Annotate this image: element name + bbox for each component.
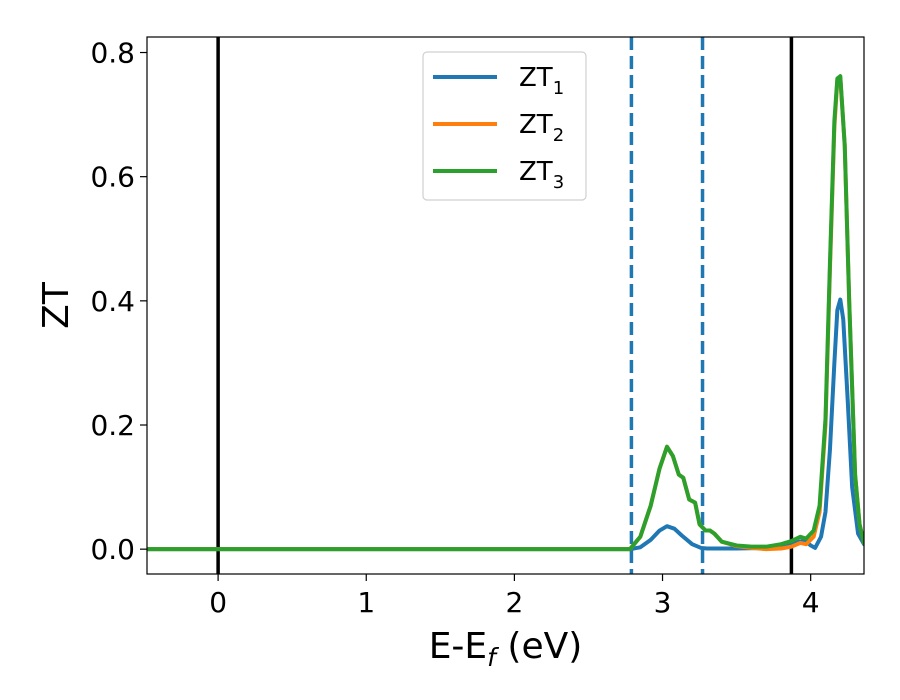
y-tick-label: 0.8 <box>90 37 135 70</box>
x-tick-label: 4 <box>802 586 820 619</box>
y-tick-label: 0.6 <box>90 161 135 194</box>
plot-area <box>147 37 864 574</box>
axes-frame <box>146 36 865 575</box>
y-tick-label: 0.0 <box>90 533 135 566</box>
legend-label-zt2: ZT2 <box>519 110 564 146</box>
series-line-zt3 <box>147 74 864 552</box>
legend-box <box>422 51 587 201</box>
x-tick-label: 0 <box>209 586 227 619</box>
x-tick-label: 2 <box>505 586 523 619</box>
plot-inner <box>147 37 864 574</box>
x-tick-label: 3 <box>654 586 672 619</box>
x-axis-label: E-Ef (eV) <box>429 626 583 672</box>
y-axis-label: ZT <box>36 281 77 329</box>
legend: ZT1 ZT2 ZT3 <box>422 51 587 201</box>
axes: 0 1 2 3 4 0.0 0.2 0.4 0.6 0.8 E-Ef (eV) ZT <box>36 36 865 672</box>
x-tick-label: 1 <box>357 586 375 619</box>
y-tick-label: 0.2 <box>90 409 135 442</box>
y-tick-label: 0.4 <box>90 285 135 318</box>
series-line-zt1 <box>147 297 864 552</box>
legend-label-zt3: ZT3 <box>519 157 564 193</box>
legend-label-zt1: ZT1 <box>519 63 564 99</box>
